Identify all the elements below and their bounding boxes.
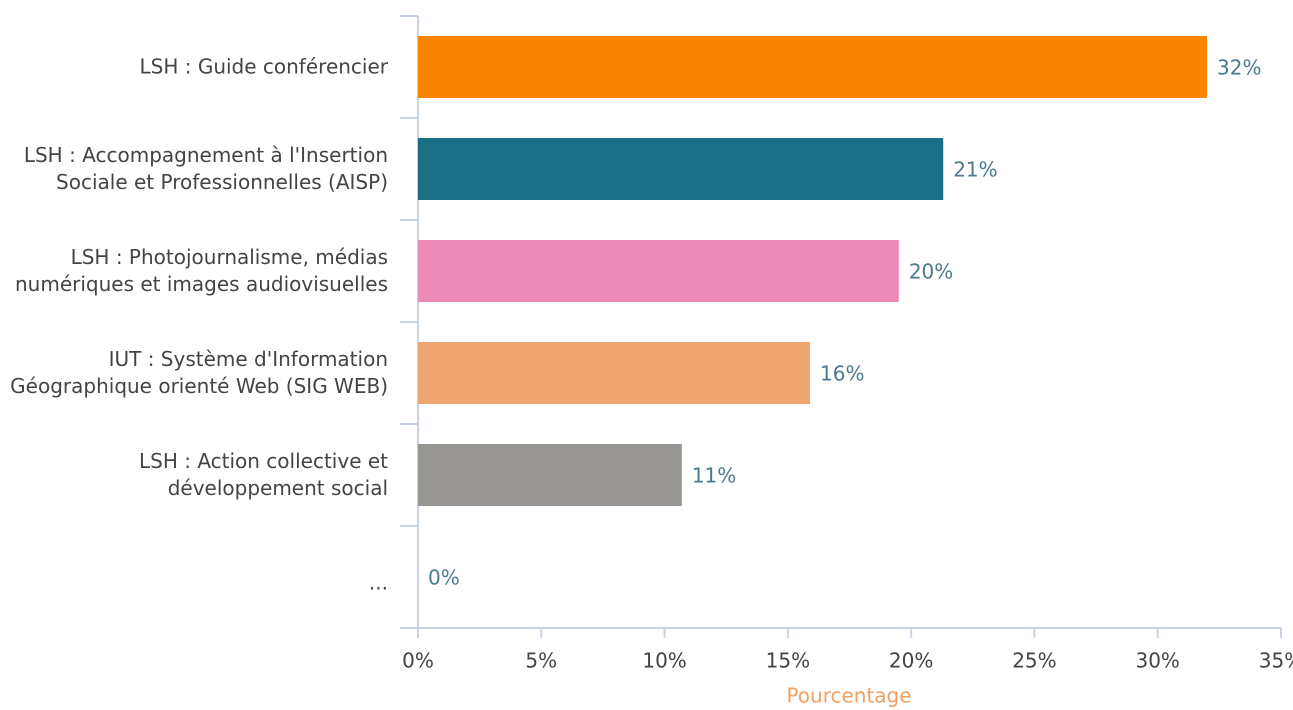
value-label: 20%: [909, 260, 953, 284]
y-tick-label: LSH : Guide conférencier: [139, 54, 388, 79]
x-tick-label: 30%: [1135, 649, 1179, 673]
y-tick-label: LSH : Accompagnement à l'Insertion Socia…: [23, 143, 388, 194]
bar: [418, 36, 1208, 98]
x-tick-label: 15%: [766, 649, 810, 673]
y-tick-label: LSH : Photojournalisme, médias numérique…: [15, 245, 388, 296]
y-tick-label: LSH : Action collective et développement…: [138, 449, 388, 500]
x-tick-label: 5%: [525, 649, 557, 673]
bar: [418, 342, 811, 404]
value-label: 16%: [820, 362, 864, 386]
value-label: 21%: [953, 158, 997, 182]
x-tick-label: 0%: [402, 649, 434, 673]
x-tick-label: 20%: [889, 649, 933, 673]
value-label: 32%: [1217, 56, 1261, 80]
x-tick-label: 10%: [642, 649, 686, 673]
x-axis-label: Pourcentage: [786, 684, 911, 708]
x-tick-label: 25%: [1012, 649, 1056, 673]
value-label: 11%: [692, 464, 736, 488]
bar: [418, 444, 682, 506]
y-tick-label: IUT : Système d'Information Géographique…: [10, 347, 388, 398]
value-label: 0%: [428, 566, 460, 590]
x-tick-label: 35%: [1259, 649, 1293, 673]
y-tick-label: ...: [368, 570, 388, 595]
bar: [418, 138, 944, 200]
bar: [418, 240, 899, 302]
